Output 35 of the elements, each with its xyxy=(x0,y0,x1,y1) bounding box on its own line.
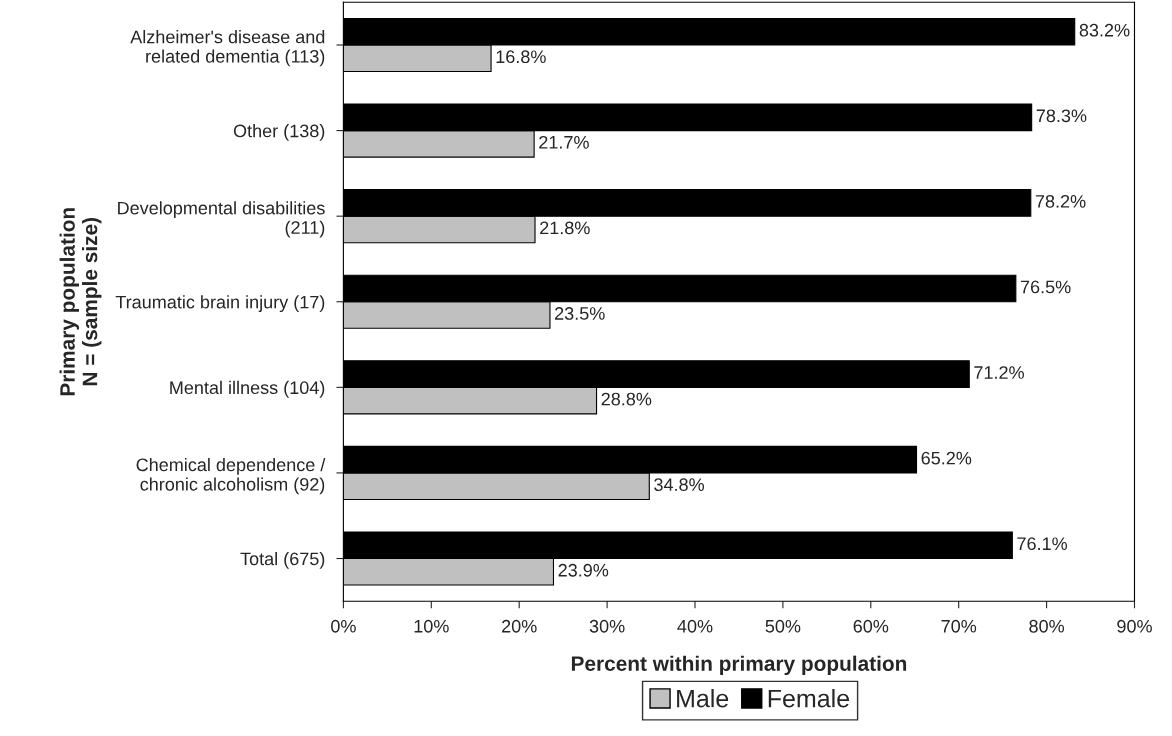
data-label: 16.8% xyxy=(496,50,546,64)
x-axis-title: Percent within primary population xyxy=(571,655,907,676)
y-tick-label: Mental illness (104) xyxy=(170,380,325,398)
x-tick-label: 90% xyxy=(1117,619,1152,633)
y-tick-label: Chemical dependence / chronic alcoholism (92) xyxy=(136,457,326,495)
y-tick-label: Total (675) xyxy=(240,551,325,569)
data-label: 83.2% xyxy=(1079,23,1130,37)
data-label: 78.2% xyxy=(1035,194,1086,208)
data-label: 28.8% xyxy=(601,392,652,406)
x-tick-label: 20% xyxy=(502,619,537,633)
data-label: 34.8% xyxy=(654,478,705,492)
data-label: 23.9% xyxy=(558,563,609,577)
data-label: 23.5% xyxy=(555,307,605,320)
x-tick-label: 0% xyxy=(331,619,356,633)
data-label: 71.2% xyxy=(974,366,1024,379)
legend-label: Male xyxy=(677,689,729,708)
y-tick-label: Other (138) xyxy=(233,124,325,141)
x-tick-label: 30% xyxy=(589,619,625,633)
y-tick-label: Alzheimer's disease and related dementia (113) xyxy=(130,30,325,67)
x-tick-label: 10% xyxy=(414,619,449,633)
data-label: 65.2% xyxy=(921,451,972,465)
y-axis-title: Primary population N = (sample size) xyxy=(59,208,102,396)
data-label: 76.5% xyxy=(1020,280,1071,294)
data-label: 21.8% xyxy=(540,221,590,235)
y-tick-label: Developmental disabilities (211) xyxy=(118,201,325,238)
x-tick-label: 60% xyxy=(853,619,889,633)
x-tick-label: 70% xyxy=(941,619,977,633)
x-tick-label: 50% xyxy=(765,619,801,633)
y-tick-label: Traumatic brain injury (17) xyxy=(115,295,325,313)
x-tick-label: 40% xyxy=(677,619,713,633)
legend-label: Female xyxy=(768,689,849,708)
data-label: 76.1% xyxy=(1017,537,1068,551)
x-tick-label: 80% xyxy=(1029,619,1065,633)
data-label: 78.3% xyxy=(1036,109,1087,123)
data-label: 21.7% xyxy=(539,135,589,149)
